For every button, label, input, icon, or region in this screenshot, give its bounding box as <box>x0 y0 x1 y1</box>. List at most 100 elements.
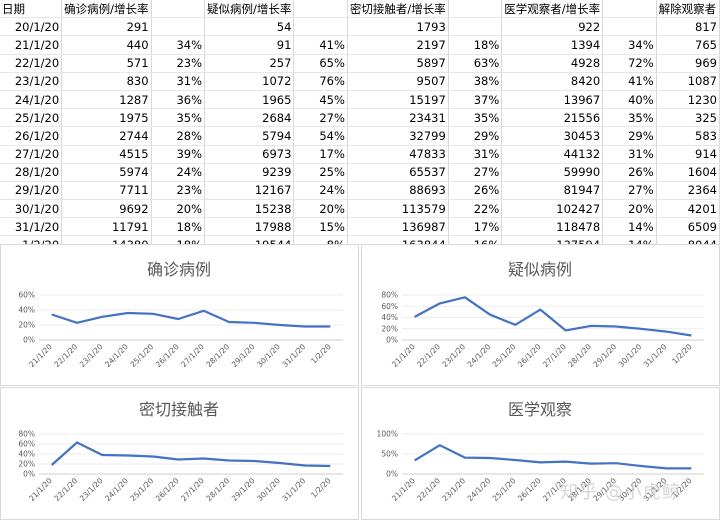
x-tick-label: 27/1/20 <box>541 342 568 369</box>
x-tick-label: 27/1/20 <box>541 476 568 503</box>
table-cell: 817 <box>656 18 719 36</box>
x-tick-label: 29/1/20 <box>591 476 618 503</box>
table-cell: 765 <box>656 36 719 54</box>
table-cell: 11791 <box>62 218 151 236</box>
table-cell: 26% <box>448 181 502 199</box>
table-cell: 1072 <box>205 72 294 90</box>
date-cell: 23/1/20 <box>0 72 62 90</box>
table-cell: 2684 <box>205 109 294 127</box>
table-cell: 59990 <box>502 163 603 181</box>
column-header: 日期 <box>0 0 62 18</box>
table-cell: 17% <box>448 218 502 236</box>
data-table: 日期确诊病例/增长率疑似病例/增长率密切接触者/增长率医学观察者/增长率解除观察… <box>0 0 720 255</box>
date-cell: 22/1/20 <box>0 54 62 72</box>
x-tick-label: 28/1/20 <box>566 476 593 503</box>
y-tick-label: 60% <box>18 440 35 449</box>
table-cell <box>294 18 348 36</box>
column-header: 密切接触者/增长率 <box>347 0 448 18</box>
table-cell: 2744 <box>62 127 151 145</box>
table-cell: 27% <box>294 109 348 127</box>
x-tick-label: 31/1/20 <box>642 342 669 369</box>
x-tick-label: 23/1/20 <box>440 342 467 369</box>
x-tick-label: 22/1/20 <box>415 476 442 503</box>
x-tick-label: 30/1/20 <box>617 342 644 369</box>
date-cell: 26/1/20 <box>0 127 62 145</box>
table-cell: 88693 <box>347 181 448 199</box>
table-cell: 47833 <box>347 145 448 163</box>
table-cell: 27% <box>603 181 657 199</box>
table-cell: 65% <box>294 54 348 72</box>
table-cell: 6509 <box>656 218 719 236</box>
table-cell: 65537 <box>347 163 448 181</box>
chart-svg: 确诊病例0%20%40%60%21/1/2022/1/2023/1/2024/1… <box>1 245 358 385</box>
table-cell: 6973 <box>205 145 294 163</box>
x-tick-label: 28/1/20 <box>566 342 593 369</box>
series-line <box>415 297 692 335</box>
table-cell: 31% <box>603 145 657 163</box>
y-tick-label: 20% <box>18 321 35 330</box>
table-cell: 72% <box>603 54 657 72</box>
x-tick-label: 29/1/20 <box>230 476 257 503</box>
x-tick-label: 24/1/20 <box>103 342 130 369</box>
x-tick-label: 21/1/20 <box>27 342 54 369</box>
x-tick-label: 1/2/20 <box>309 342 333 366</box>
series-line <box>415 445 692 468</box>
x-tick-label: 30/1/20 <box>617 476 644 503</box>
date-cell: 29/1/20 <box>0 181 62 199</box>
table-cell: 17988 <box>205 218 294 236</box>
table-cell: 18% <box>151 218 205 236</box>
x-tick-label: 31/1/20 <box>280 476 307 503</box>
table-cell: 102427 <box>502 200 603 218</box>
x-tick-label: 21/1/20 <box>27 476 54 503</box>
table-cell: 1087 <box>656 72 719 90</box>
table-cell: 5897 <box>347 54 448 72</box>
table-cell: 12167 <box>205 181 294 199</box>
date-cell: 21/1/20 <box>0 36 62 54</box>
column-header <box>151 0 205 18</box>
table-cell: 63% <box>448 54 502 72</box>
table-cell: 35% <box>448 109 502 127</box>
table-cell: 41% <box>603 72 657 90</box>
table-cell: 914 <box>656 145 719 163</box>
column-header <box>603 0 657 18</box>
table-cell: 23% <box>151 54 205 72</box>
date-cell: 28/1/20 <box>0 163 62 181</box>
x-tick-label: 27/1/20 <box>179 342 206 369</box>
table-cell: 136987 <box>347 218 448 236</box>
table-cell: 81947 <box>502 181 603 199</box>
table-cell <box>448 18 502 36</box>
x-tick-label: 23/1/20 <box>440 476 467 503</box>
x-tick-label: 28/1/20 <box>204 342 231 369</box>
x-tick-label: 24/1/20 <box>103 476 130 503</box>
table-cell: 4928 <box>502 54 603 72</box>
table-cell: 20% <box>151 200 205 218</box>
date-cell: 27/1/20 <box>0 145 62 163</box>
date-cell: 30/1/20 <box>0 200 62 218</box>
y-tick-label: 20% <box>381 324 398 333</box>
x-tick-label: 1/2/20 <box>309 476 333 500</box>
column-header: 确诊病例/增长率 <box>62 0 151 18</box>
y-tick-label: 0% <box>23 470 35 479</box>
table-cell: 35% <box>603 109 657 127</box>
table-cell: 571 <box>62 54 151 72</box>
table-cell: 1965 <box>205 90 294 108</box>
table-cell: 25% <box>294 163 348 181</box>
x-tick-label: 23/1/20 <box>78 342 105 369</box>
table-cell: 15238 <box>205 200 294 218</box>
x-tick-label: 30/1/20 <box>255 342 282 369</box>
y-tick-label: 40% <box>18 450 35 459</box>
table-cell: 26% <box>603 163 657 181</box>
y-tick-label: 40% <box>381 313 398 322</box>
x-tick-label: 22/1/20 <box>52 476 79 503</box>
table-cell: 23% <box>151 181 205 199</box>
x-tick-label: 24/1/20 <box>466 342 493 369</box>
table-cell: 8420 <box>502 72 603 90</box>
date-cell: 31/1/20 <box>0 218 62 236</box>
